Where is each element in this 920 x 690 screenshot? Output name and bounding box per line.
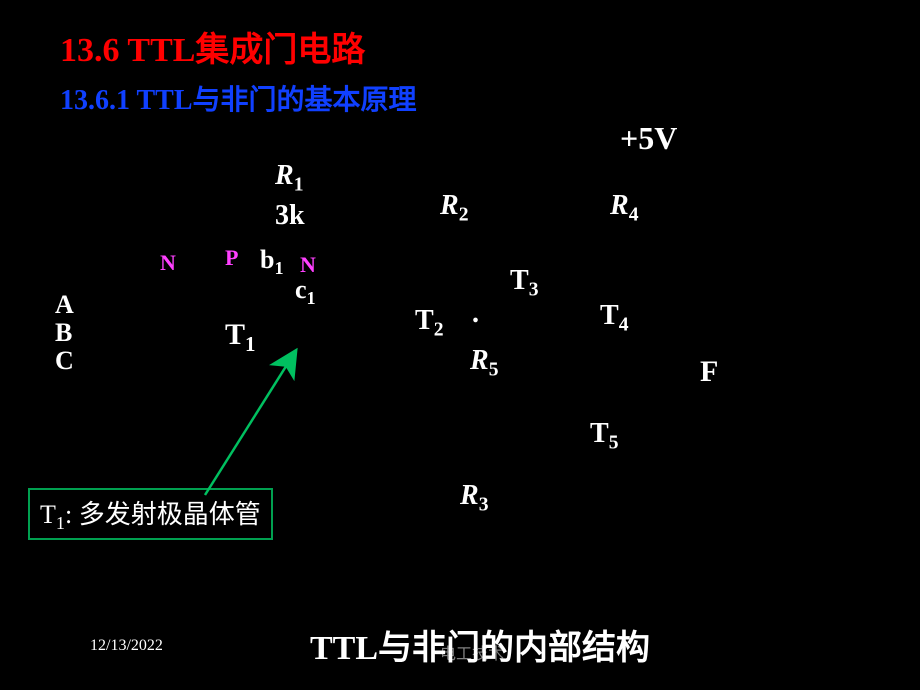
slide-date: 12/13/2022 [90, 637, 163, 655]
slide-stage: 13.6 TTL集成门电路 13.6.1 TTL与非门的基本原理 +5V R1 … [0, 0, 920, 690]
callout-arrow [0, 0, 920, 690]
footer-caption: TTL与非门的内部结构 [310, 620, 650, 669]
arrow-line [205, 352, 295, 495]
